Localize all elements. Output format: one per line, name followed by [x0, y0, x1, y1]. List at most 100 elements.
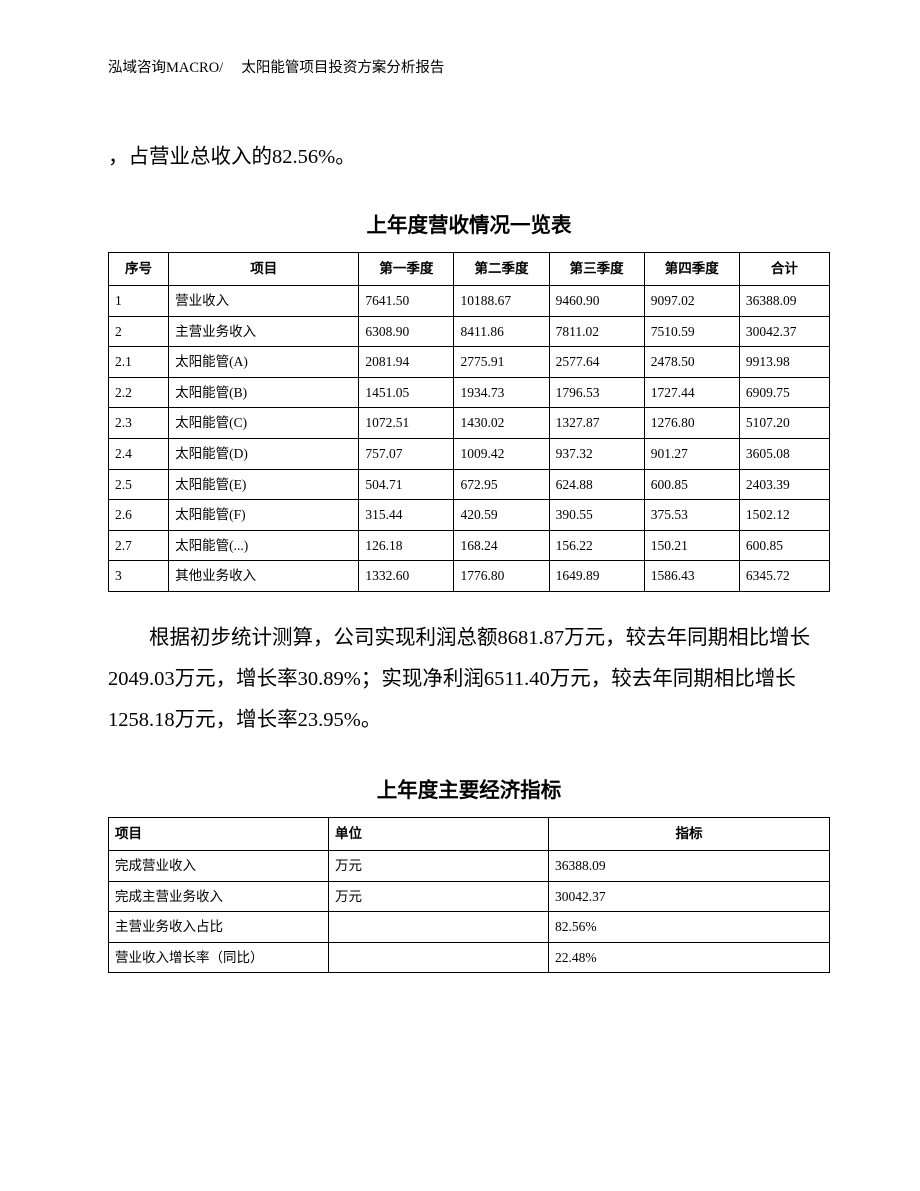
col-unit: 单位 [329, 817, 549, 850]
table-cell: 2.6 [109, 500, 169, 531]
table-row: 1营业收入7641.5010188.679460.909097.0236388.… [109, 286, 830, 317]
col-q1: 第一季度 [359, 253, 454, 286]
table-cell: 太阳能管(B) [169, 377, 359, 408]
table-cell: 3 [109, 561, 169, 592]
table-cell: 1009.42 [454, 438, 549, 469]
table-cell: 其他业务收入 [169, 561, 359, 592]
page-header: 泓域咨询MACRO/ 太阳能管项目投资方案分析报告 [108, 56, 830, 77]
table-header-row: 项目 单位 指标 [109, 817, 830, 850]
table-cell: 完成营业收入 [109, 850, 329, 881]
indicator-table: 项目 单位 指标 完成营业收入万元36388.09完成主营业务收入万元30042… [108, 817, 830, 973]
table-row: 营业收入增长率（同比） 22.48% [109, 942, 830, 973]
table2-title: 上年度主要经济指标 [108, 773, 830, 803]
table-cell: 36388.09 [739, 286, 829, 317]
table-cell: 7811.02 [549, 316, 644, 347]
table-cell: 156.22 [549, 530, 644, 561]
table-cell: 完成主营业务收入 [109, 881, 329, 912]
table-row: 完成营业收入万元36388.09 [109, 850, 830, 881]
table-row: 2.3太阳能管(C)1072.511430.021327.871276.8051… [109, 408, 830, 439]
table-cell: 9913.98 [739, 347, 829, 378]
table-cell: 126.18 [359, 530, 454, 561]
table-cell: 390.55 [549, 500, 644, 531]
intro-fragment: ，占营业总收入的82.56%。 [108, 137, 830, 178]
table-cell: 672.95 [454, 469, 549, 500]
table-cell: 30042.37 [739, 316, 829, 347]
table-cell [329, 942, 549, 973]
table-cell: 主营业务收入占比 [109, 912, 329, 943]
table-cell: 2403.39 [739, 469, 829, 500]
table-cell: 9097.02 [644, 286, 739, 317]
table-cell: 2775.91 [454, 347, 549, 378]
table1-title: 上年度营收情况一览表 [108, 208, 830, 238]
table-cell: 太阳能管(D) [169, 438, 359, 469]
table-cell: 2.1 [109, 347, 169, 378]
col-seq: 序号 [109, 253, 169, 286]
table-cell: 2577.64 [549, 347, 644, 378]
document-page: 泓域咨询MACRO/ 太阳能管项目投资方案分析报告 ，占营业总收入的82.56%… [0, 0, 920, 1191]
table-cell: 937.32 [549, 438, 644, 469]
table-cell: 82.56% [549, 912, 830, 943]
table-cell: 6909.75 [739, 377, 829, 408]
table-cell: 3605.08 [739, 438, 829, 469]
table-cell: 太阳能管(E) [169, 469, 359, 500]
table-cell: 168.24 [454, 530, 549, 561]
table-cell [329, 912, 549, 943]
col-item: 项目 [109, 817, 329, 850]
table-cell: 万元 [329, 881, 549, 912]
table-cell: 7641.50 [359, 286, 454, 317]
table-cell: 太阳能管(C) [169, 408, 359, 439]
table-cell: 504.71 [359, 469, 454, 500]
table-cell: 太阳能管(A) [169, 347, 359, 378]
table-cell: 901.27 [644, 438, 739, 469]
table-cell: 10188.67 [454, 286, 549, 317]
table-cell: 6308.90 [359, 316, 454, 347]
table-cell: 2 [109, 316, 169, 347]
table-row: 2.1太阳能管(A)2081.942775.912577.642478.5099… [109, 347, 830, 378]
table-row: 2.5太阳能管(E)504.71672.95624.88600.852403.3… [109, 469, 830, 500]
table-cell: 1776.80 [454, 561, 549, 592]
table-cell: 2.2 [109, 377, 169, 408]
table-cell: 600.85 [644, 469, 739, 500]
table-cell: 1 [109, 286, 169, 317]
table-cell: 太阳能管(...) [169, 530, 359, 561]
col-total: 合计 [739, 253, 829, 286]
col-q2: 第二季度 [454, 253, 549, 286]
table-row: 主营业务收入占比 82.56% [109, 912, 830, 943]
table-cell: 1586.43 [644, 561, 739, 592]
table-cell: 1502.12 [739, 500, 829, 531]
table-cell: 150.21 [644, 530, 739, 561]
table-cell: 2478.50 [644, 347, 739, 378]
table-cell: 1332.60 [359, 561, 454, 592]
table-row: 3其他业务收入1332.601776.801649.891586.436345.… [109, 561, 830, 592]
table-cell: 1934.73 [454, 377, 549, 408]
table-cell: 624.88 [549, 469, 644, 500]
table-cell: 420.59 [454, 500, 549, 531]
table-row: 完成主营业务收入万元30042.37 [109, 881, 830, 912]
table-cell: 8411.86 [454, 316, 549, 347]
table-cell: 1727.44 [644, 377, 739, 408]
table-header-row: 序号 项目 第一季度 第二季度 第三季度 第四季度 合计 [109, 253, 830, 286]
table-cell: 22.48% [549, 942, 830, 973]
table-cell: 1072.51 [359, 408, 454, 439]
table-cell: 7510.59 [644, 316, 739, 347]
table-cell: 2.7 [109, 530, 169, 561]
col-q3: 第三季度 [549, 253, 644, 286]
table-cell: 1451.05 [359, 377, 454, 408]
col-q4: 第四季度 [644, 253, 739, 286]
col-indicator: 指标 [549, 817, 830, 850]
table-row: 2.7太阳能管(...)126.18168.24156.22150.21600.… [109, 530, 830, 561]
table-cell: 营业收入增长率（同比） [109, 942, 329, 973]
table-cell: 1796.53 [549, 377, 644, 408]
table-cell: 营业收入 [169, 286, 359, 317]
table-cell: 5107.20 [739, 408, 829, 439]
col-item: 项目 [169, 253, 359, 286]
table-cell: 757.07 [359, 438, 454, 469]
table-cell: 1649.89 [549, 561, 644, 592]
table-cell: 1327.87 [549, 408, 644, 439]
table-cell: 太阳能管(F) [169, 500, 359, 531]
table-cell: 1430.02 [454, 408, 549, 439]
table-cell: 2.3 [109, 408, 169, 439]
table-cell: 315.44 [359, 500, 454, 531]
table-row: 2主营业务收入6308.908411.867811.027510.5930042… [109, 316, 830, 347]
table-cell: 6345.72 [739, 561, 829, 592]
